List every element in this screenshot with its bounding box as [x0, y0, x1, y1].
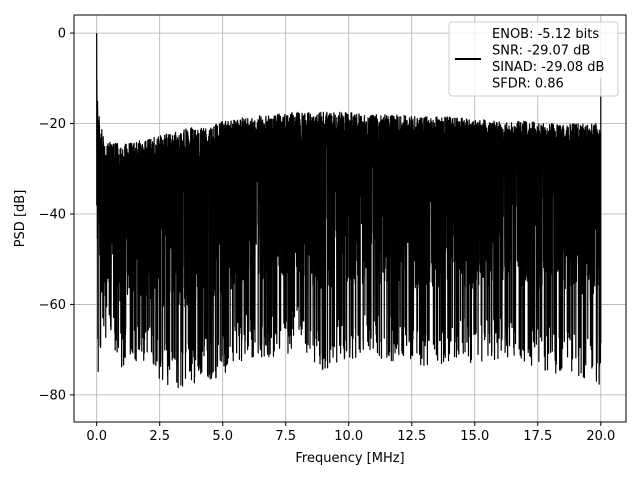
x-axis: 0.0 2.5 5.0 7.5 10.0 12.5 15.0 17.5 20.0	[86, 422, 615, 444]
x-tick-label: 12.5	[397, 429, 426, 444]
plot-area	[96, 33, 602, 389]
x-tick-label: 5.0	[212, 429, 233, 444]
x-tick-label: 10.0	[334, 429, 363, 444]
y-tick-label: −60	[39, 298, 66, 313]
legend: ENOB: -5.12 bits SNR: -29.07 dB SINAD: -…	[448, 21, 619, 97]
psd-trace	[96, 33, 602, 389]
axes-frame	[73, 14, 627, 423]
x-tick-label: 20.0	[586, 429, 615, 444]
legend-sfdr: SFDR: 0.86	[492, 77, 564, 92]
y-axis: 0 −20 −40 −60 −80	[39, 27, 74, 403]
legend-box	[448, 21, 619, 97]
legend-enob: ENOB: -5.12 bits	[492, 27, 599, 42]
x-tick-label: 7.5	[275, 429, 296, 444]
legend-snr: SNR: -29.07 dB	[492, 44, 590, 59]
x-axis-label: Frequency [MHz]	[295, 451, 404, 466]
y-tick-label: 0	[58, 27, 66, 42]
y-tick-label: −20	[39, 117, 66, 132]
legend-sinad: SINAD: -29.08 dB	[492, 60, 604, 75]
y-tick-label: −80	[39, 388, 66, 403]
x-tick-label: 2.5	[149, 429, 170, 444]
x-tick-label: 17.5	[523, 429, 552, 444]
x-tick-label: 0.0	[86, 429, 107, 444]
psd-line	[96, 33, 602, 389]
y-axis-label: PSD [dB]	[13, 190, 28, 248]
x-tick-label: 15.0	[460, 429, 489, 444]
y-tick-label: −40	[39, 207, 66, 222]
